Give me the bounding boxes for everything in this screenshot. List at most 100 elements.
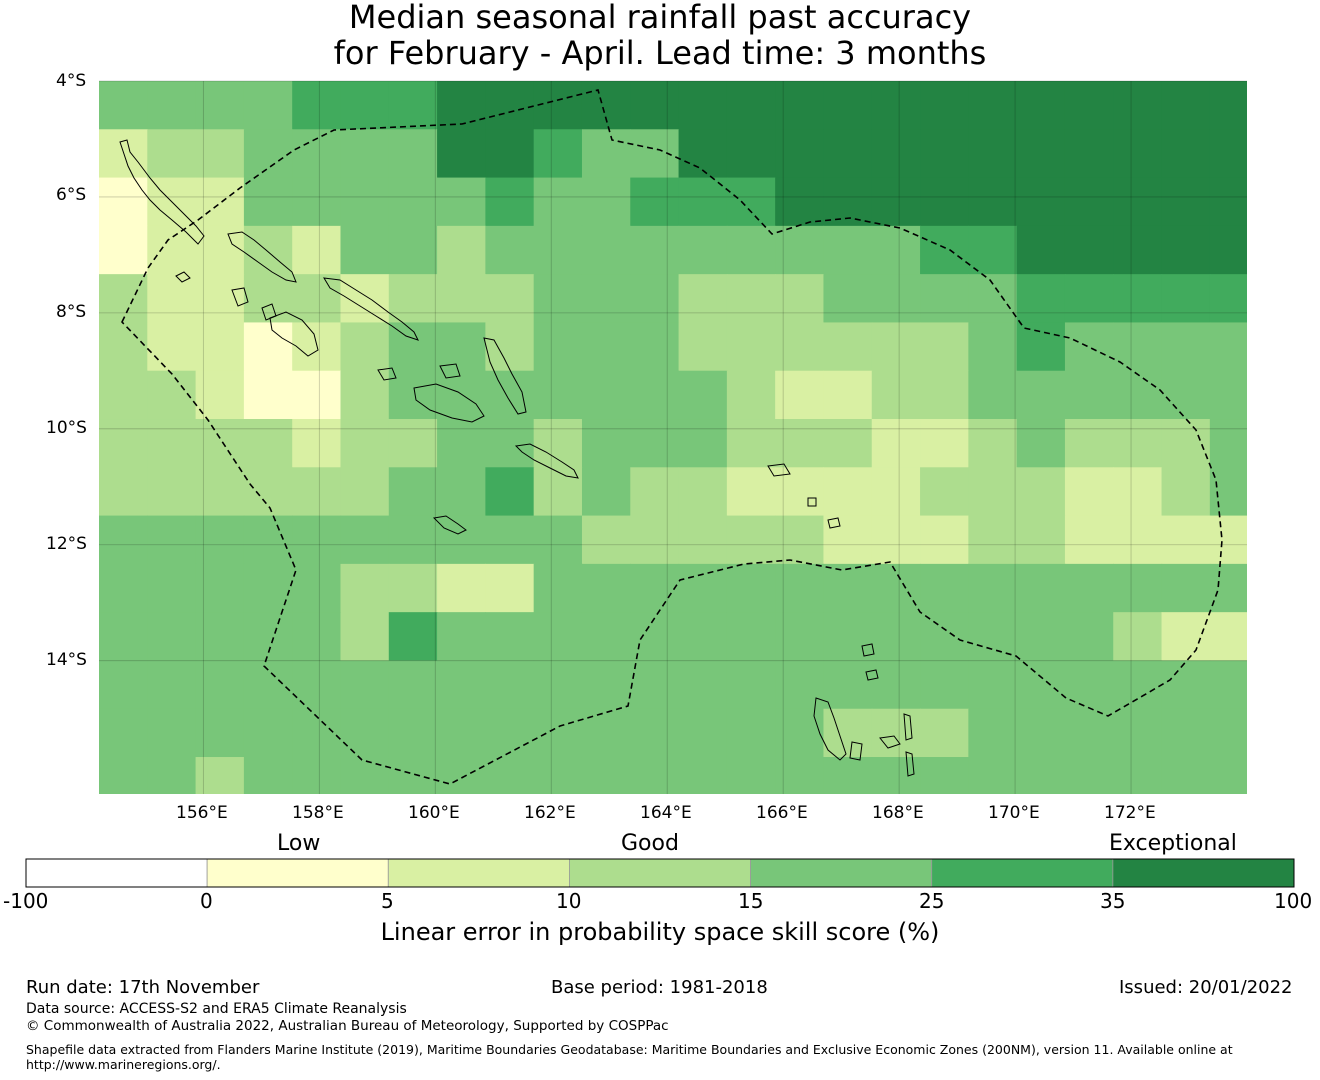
grid-cell: [1209, 563, 1247, 613]
grid-cell: [243, 370, 293, 420]
grid-cell: [437, 467, 486, 517]
grid-cell: [1209, 708, 1247, 758]
grid-cell: [1064, 612, 1114, 662]
grid-cell: [533, 563, 583, 613]
grid-cell: [1113, 419, 1163, 468]
colorbar-swatch: [1112, 858, 1295, 888]
grid-cell: [581, 660, 631, 710]
grid-cell: [533, 274, 583, 324]
grid-cell: [340, 129, 390, 179]
grid-cell: [340, 708, 390, 758]
coast-makira: [514, 443, 579, 479]
grid-cell: [1064, 225, 1114, 275]
lat-label-12s: 12°S: [46, 534, 87, 554]
grid-cell: [871, 225, 921, 275]
grid-cell: [1209, 515, 1247, 565]
grid-cell: [1064, 274, 1114, 324]
grid-cell: [1113, 274, 1163, 324]
grid-cell: [243, 660, 293, 710]
grid-cell: [775, 274, 825, 324]
grid-cell: [968, 322, 1018, 372]
grid-cell: [726, 225, 776, 275]
grid-cell: [292, 515, 342, 565]
grid-cell: [485, 177, 535, 227]
grid-cell: [1016, 370, 1066, 420]
grid-cell: [292, 370, 342, 420]
grid-cell: [1209, 612, 1247, 662]
grid-cell: [243, 757, 293, 794]
grid-cell: [99, 757, 148, 794]
colorbar-xlabel: Linear error in probability space skill …: [380, 918, 940, 946]
grid-cell: [581, 129, 631, 179]
grid-cell: [533, 322, 583, 372]
grid-cell: [292, 563, 342, 613]
grid-cell: [485, 81, 535, 130]
grid-cell: [388, 757, 438, 794]
grid-cell: [99, 274, 148, 324]
copyright: © Commonwealth of Australia 2022, Austra…: [26, 1018, 669, 1034]
grid-cell: [871, 612, 921, 662]
grid-cell: [243, 81, 293, 130]
grid-cell: [726, 708, 776, 758]
grid-cell: [533, 660, 583, 710]
chart-title-line1: Median seasonal rainfall past accuracy: [348, 0, 972, 36]
grid-cell: [485, 370, 535, 420]
grid-cell: [678, 515, 728, 565]
grid-cell: [243, 419, 293, 468]
grid-cell: [726, 467, 776, 517]
grid-cell: [1113, 225, 1163, 275]
grid-cell: [920, 563, 969, 613]
grid-cell: [388, 370, 438, 420]
grid-cell: [1209, 660, 1247, 710]
coast-ambae: [861, 643, 875, 657]
grid-cell: [99, 708, 148, 758]
grid-cell: [147, 467, 197, 517]
grid-cell: [437, 515, 486, 565]
grid-cell: [292, 757, 342, 794]
grid-cell: [871, 129, 921, 179]
grid-cell: [1161, 515, 1211, 565]
grid-cell: [388, 129, 438, 179]
grid-cell: [243, 467, 293, 517]
grid-cell: [1209, 129, 1247, 179]
grid-cell: [630, 419, 680, 468]
grid-cell: [195, 225, 245, 275]
grid-cell: [1016, 563, 1066, 613]
grid-cell: [99, 515, 148, 565]
grid-cell: [775, 322, 825, 372]
issued-date: Issued: 20/01/2022: [1119, 977, 1293, 998]
grid-cell: [243, 612, 293, 662]
grid-cell: [678, 81, 728, 130]
grid-cell: [99, 563, 148, 613]
coast-guadalcanal: [413, 383, 485, 423]
colorbar: [25, 858, 1295, 888]
grid-cell: [437, 660, 486, 710]
grid-cell: [195, 129, 245, 179]
grid-cell: [533, 515, 583, 565]
grid-cell: [678, 467, 728, 517]
grid-cell: [1113, 177, 1163, 227]
grid-cell: [388, 515, 438, 565]
shapefile-credit-line1: Shapefile data extracted from Flanders M…: [26, 1042, 1233, 1057]
grid-cell: [1016, 177, 1066, 227]
lon-label-166e: 166°E: [756, 803, 808, 823]
grid-cell: [243, 515, 293, 565]
grid-cell: [871, 419, 921, 468]
grid-cell: [1016, 660, 1066, 710]
coast-nissan: [175, 271, 191, 283]
coast-vanikoro: [827, 517, 841, 529]
lon-label-172e: 172°E: [1104, 803, 1156, 823]
grid-cell: [1161, 419, 1211, 468]
grid-cell: [437, 81, 486, 130]
colorbar-tick: 0: [200, 889, 213, 913]
grid-cell: [581, 177, 631, 227]
grid-cell: [485, 563, 535, 613]
grid-cell: [99, 370, 148, 420]
grid-cell: [920, 419, 969, 468]
grid-cell: [678, 322, 728, 372]
grid-cell: [195, 322, 245, 372]
lat-label-8s: 8°S: [56, 302, 87, 322]
grid-cell: [1209, 467, 1247, 517]
grid-cell: [775, 81, 825, 130]
grid-cell: [726, 660, 776, 710]
